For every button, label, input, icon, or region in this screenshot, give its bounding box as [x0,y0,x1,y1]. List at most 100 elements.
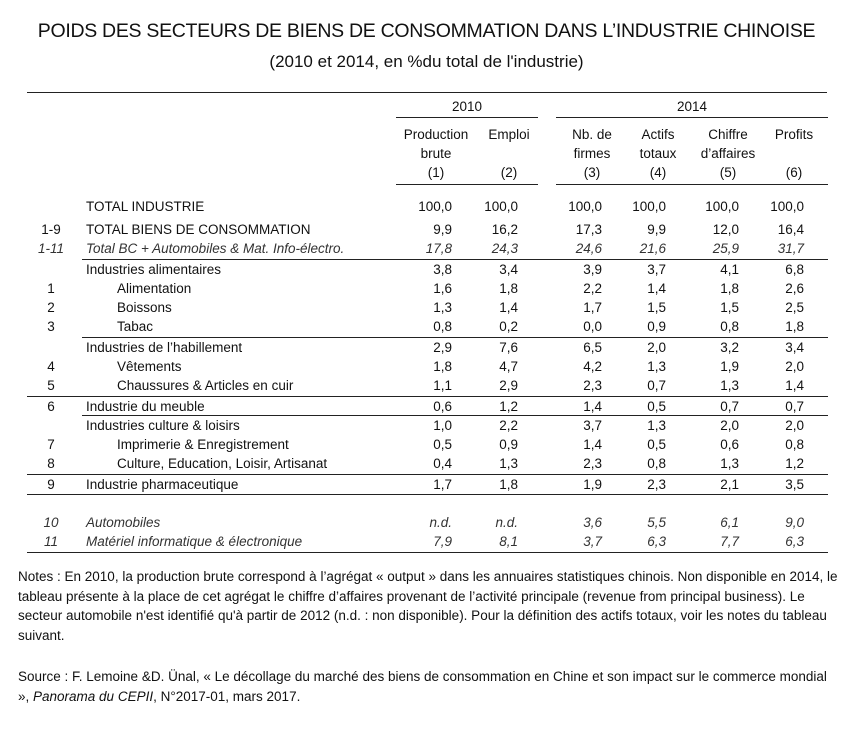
cell-production: 0,4 [433,456,452,471]
cell-chiffre: 25,9 [712,241,739,256]
table-notes: Notes : En 2010, la production brute cor… [18,569,838,643]
cell-production: 1,8 [433,359,452,374]
row-code: 4 [47,359,55,374]
cell-emploi: 1,3 [499,456,518,471]
cell-firmes: 3,7 [583,534,602,549]
row-label: TOTAL BIENS DE CONSOMMATION [86,222,311,237]
row-code: 10 [43,515,59,530]
cell-chiffre: 2,0 [720,418,739,433]
cell-production: 0,6 [433,399,452,414]
cell-production: 1,0 [433,418,452,433]
row-code: 2 [47,300,55,315]
table-row-total-bc: 1-9 TOTAL BIENS DE CONSOMMATION 9,9 16,2… [0,220,853,239]
col-header-line: d’affaires [700,146,756,161]
group-header-2014: 2014 [676,99,708,114]
cell-profits: 0,7 [785,399,804,414]
row-code: 1-11 [37,241,65,256]
row-label: Imprimerie & Enregistrement [117,437,289,452]
cell-chiffre: 1,3 [720,378,739,393]
cell-chiffre: 1,8 [720,281,739,296]
table-row-culture-loisirs: Industries culture & loisirs 1,0 2,2 3,7… [0,416,853,435]
col-header-actifs: Actifs totaux (4) [622,125,694,182]
col-header-line: firmes [573,146,611,161]
cell-chiffre: 1,3 [720,456,739,471]
table-row-vetements: 4 Vêtements 1,8 4,7 4,2 1,3 1,9 2,0 [0,357,853,376]
cell-firmes: 1,9 [583,477,602,492]
col-rule-2010 [396,184,538,185]
row-label: TOTAL INDUSTRIE [86,199,205,214]
cell-emploi: 24,3 [491,241,518,256]
cell-actifs: 9,9 [647,222,666,237]
row-code: 7 [47,437,55,452]
cell-production: 1,6 [433,281,452,296]
col-header-line: Profits [774,127,814,142]
cell-actifs: 2,3 [647,477,666,492]
col-rule-2014 [556,184,828,185]
row-code: 1 [47,281,55,296]
cell-profits: 9,0 [785,515,804,530]
cell-profits: 3,4 [785,340,804,355]
group-rule-2010 [396,117,538,118]
page-title: POIDS DES SECTEURS DE BIENS DE CONSOMMAT… [37,20,816,42]
table-bottom-rule [27,552,828,553]
row-label: Alimentation [117,281,192,296]
table-row-materiel-info: 11 Matériel informatique & électronique … [0,532,853,551]
col-header-line: Actifs [641,127,675,142]
cell-emploi: 8,1 [499,534,518,549]
col-header-emploi: Emploi (2) [474,125,544,182]
row-label: Culture, Education, Loisir, Artisanat [117,456,328,471]
cell-production: 100,0 [418,199,452,214]
row-label: Tabac [117,319,154,334]
row-label: Industries de l’habillement [86,340,243,355]
col-header-line: Chiffre [708,127,748,142]
table-row-tabac: 3 Tabac 0,8 0,2 0,0 0,9 0,8 1,8 [0,317,853,336]
cell-profits: 1,8 [785,319,804,334]
cell-firmes: 100,0 [568,199,602,214]
table-row-artisanat: 8 Culture, Education, Loisir, Artisanat … [0,454,853,473]
row-rule [27,474,828,475]
cell-chiffre: 4,1 [720,262,739,277]
cell-emploi: 7,6 [499,340,518,355]
table-row-imprimerie: 7 Imprimerie & Enregistrement 0,5 0,9 1,… [0,435,853,454]
cell-firmes: 3,7 [583,418,602,433]
cell-chiffre: 1,9 [720,359,739,374]
cell-firmes: 4,2 [583,359,602,374]
cell-production: 1,7 [433,477,452,492]
cell-chiffre: 0,8 [720,319,739,334]
col-header-number: (3) [583,165,601,180]
cell-profits: 0,8 [785,437,804,452]
table-row-total-industrie: TOTAL INDUSTRIE 100,0 100,0 100,0 100,0 … [0,197,853,216]
cell-chiffre: 0,7 [720,399,739,414]
cell-emploi: 1,8 [499,281,518,296]
row-label: Boissons [117,300,172,315]
table-row-boissons: 2 Boissons 1,3 1,4 1,7 1,5 1,5 2,5 [0,298,853,317]
cell-actifs: 1,3 [647,418,666,433]
cell-firmes: 1,4 [583,437,602,452]
cell-chiffre: 2,1 [720,477,739,492]
cell-profits: 6,3 [785,534,804,549]
group-rule-2014 [556,117,828,118]
col-header-number: (6) [785,165,803,180]
row-code: 5 [47,378,55,393]
cell-emploi: n.d. [495,515,518,530]
table-row-total-bc-auto: 1-11 Total BC + Automobiles & Mat. Info-… [0,239,853,258]
cell-profits: 1,4 [785,378,804,393]
cell-actifs: 1,4 [647,281,666,296]
cell-profits: 31,7 [777,241,804,256]
row-rule [82,415,828,416]
cell-actifs: 6,3 [647,534,666,549]
col-header-line [758,144,830,163]
row-code: 11 [43,534,58,549]
cell-actifs: 0,7 [647,378,666,393]
cell-production: 9,9 [433,222,452,237]
cell-emploi: 4,7 [499,359,518,374]
row-label: Industrie du meuble [86,399,205,414]
cell-production: 0,8 [433,319,452,334]
source-publication: Panorama du CEPII [33,688,154,704]
table-top-rule [27,92,827,93]
cell-actifs: 1,3 [647,359,666,374]
cell-actifs: 21,6 [639,241,666,256]
cell-production: 1,1 [433,378,452,393]
cell-actifs: 0,9 [647,319,666,334]
row-code: 1-9 [41,222,61,237]
